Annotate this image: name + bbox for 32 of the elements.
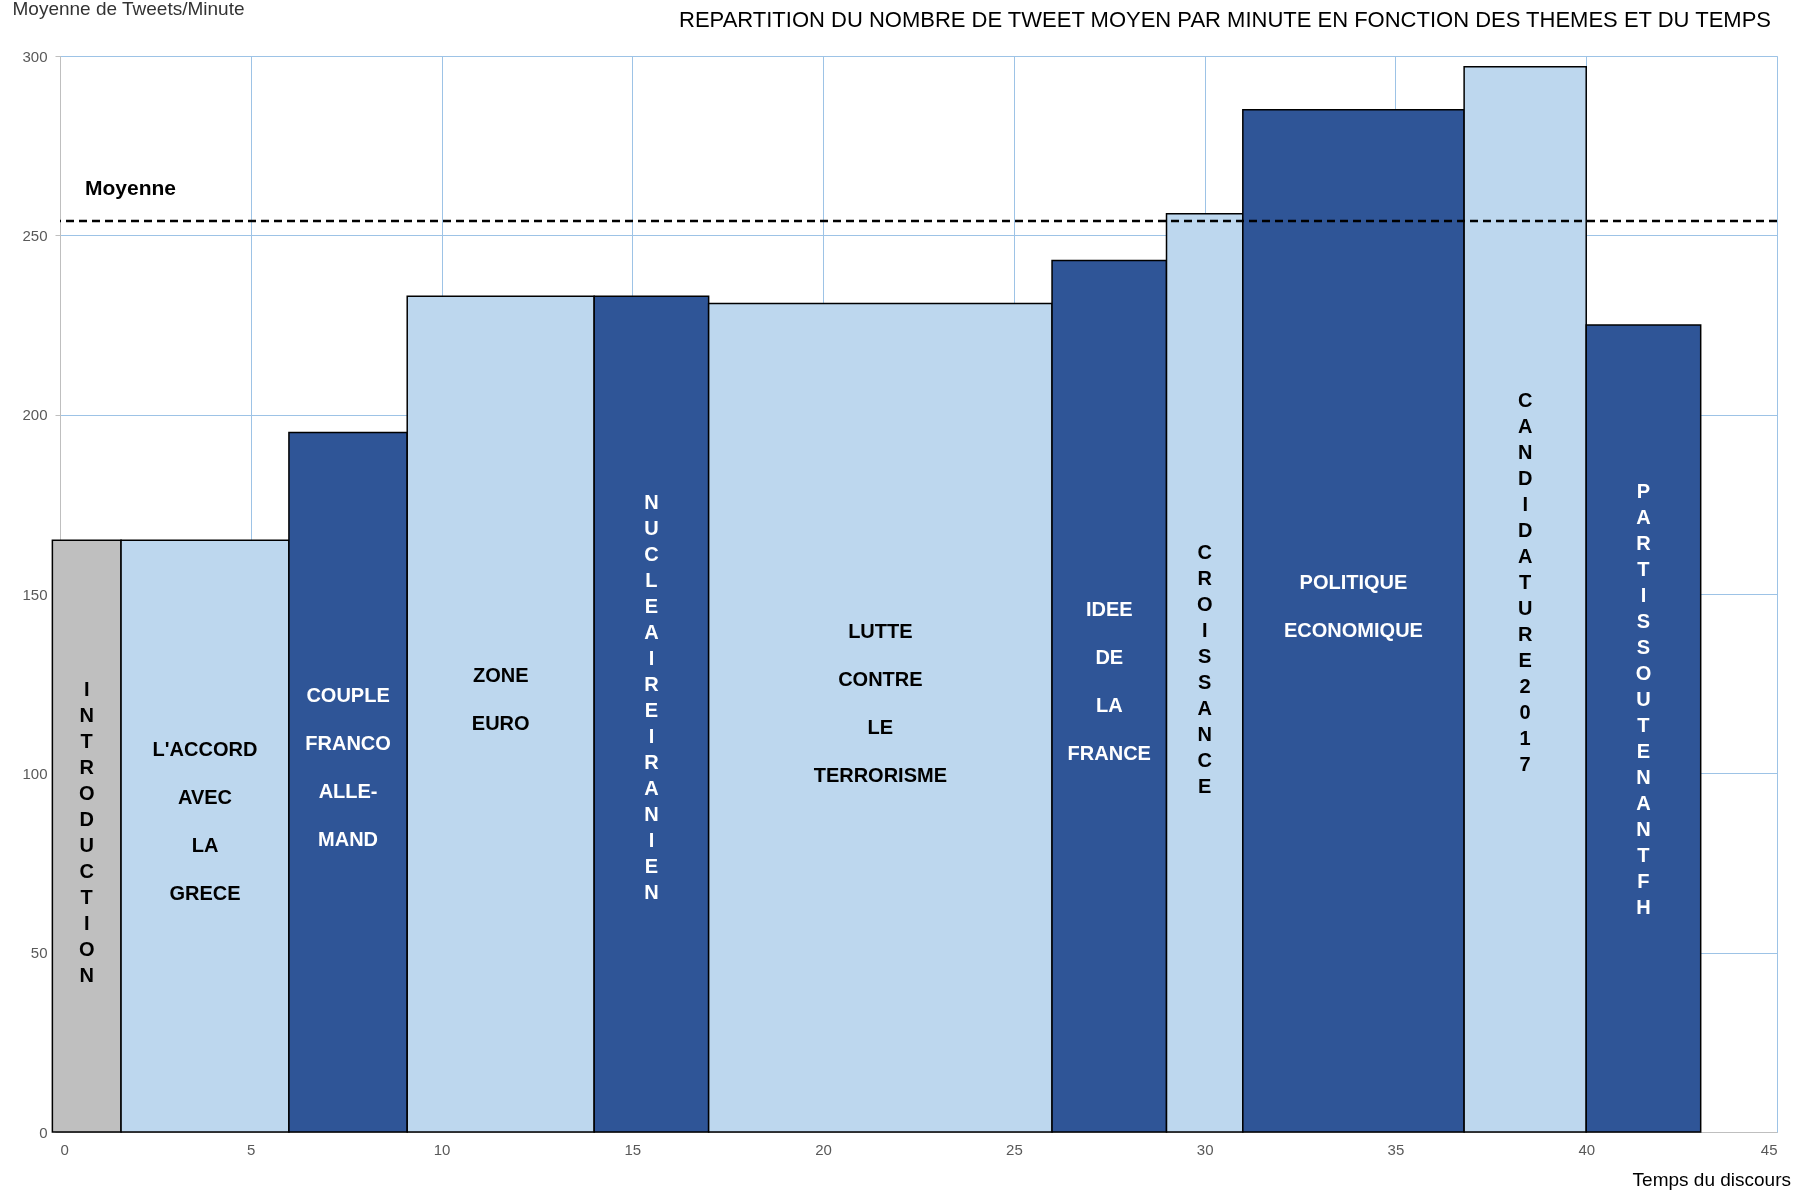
category-label: L'ACCORD AVEC LA GRECE <box>152 738 258 905</box>
ref-line-label: Moyenne <box>85 175 177 199</box>
chart-title: REPARTITION DU NOMBRE DE TWEET MOYEN PAR MINUTE EN FONCTION DES THEMES ET DU TEMPS <box>679 7 1771 32</box>
y-axis-title: Moyenne de Tweets/Minute <box>12 0 245 19</box>
x-tick-label: 5 <box>247 1140 256 1158</box>
category-label: COUPLE FRANCO ALLE-MAND <box>305 684 391 851</box>
x-tick-label: 25 <box>1006 1140 1023 1158</box>
y-tick-label: 100 <box>22 764 48 782</box>
category-label: PARTIS SOUTENANT FH <box>1635 479 1652 918</box>
y-tick-label: 300 <box>22 47 48 65</box>
y-tick-label: 250 <box>22 226 48 244</box>
x-tick-label: 35 <box>1387 1140 1405 1158</box>
category-label: IDEE DE LA FRANCE <box>1067 598 1151 765</box>
y-tick-label: 0 <box>39 1123 48 1141</box>
x-axis-title: Temps du discours <box>1632 1169 1791 1190</box>
y-tick-label: 50 <box>30 944 48 962</box>
y-tick-label: 150 <box>22 585 48 603</box>
x-tick-label: 10 <box>433 1140 451 1158</box>
x-tick-label: 0 <box>60 1140 69 1158</box>
category-label: NUCLEAIRE IRANIEN <box>644 491 659 904</box>
x-tick-label: 40 <box>1578 1140 1596 1158</box>
x-tick-label: 20 <box>815 1140 832 1158</box>
category-label: INTRODUCTION <box>78 678 95 987</box>
category-label: POLITIQUE ECONOMIQUE <box>1284 570 1423 641</box>
y-tick-label: 200 <box>22 406 48 424</box>
x-tick-label: 45 <box>1760 1140 1778 1158</box>
category-label: CANDIDATURE 2017 <box>1517 389 1533 776</box>
category-label: LUTTE CONTRE LE TERRORISME <box>813 619 948 786</box>
category-label: ZONE EURO <box>471 664 530 735</box>
x-tick-label: 30 <box>1196 1140 1214 1158</box>
x-tick-label: 15 <box>624 1140 642 1158</box>
category-label: CROISSANCE <box>1196 540 1213 797</box>
